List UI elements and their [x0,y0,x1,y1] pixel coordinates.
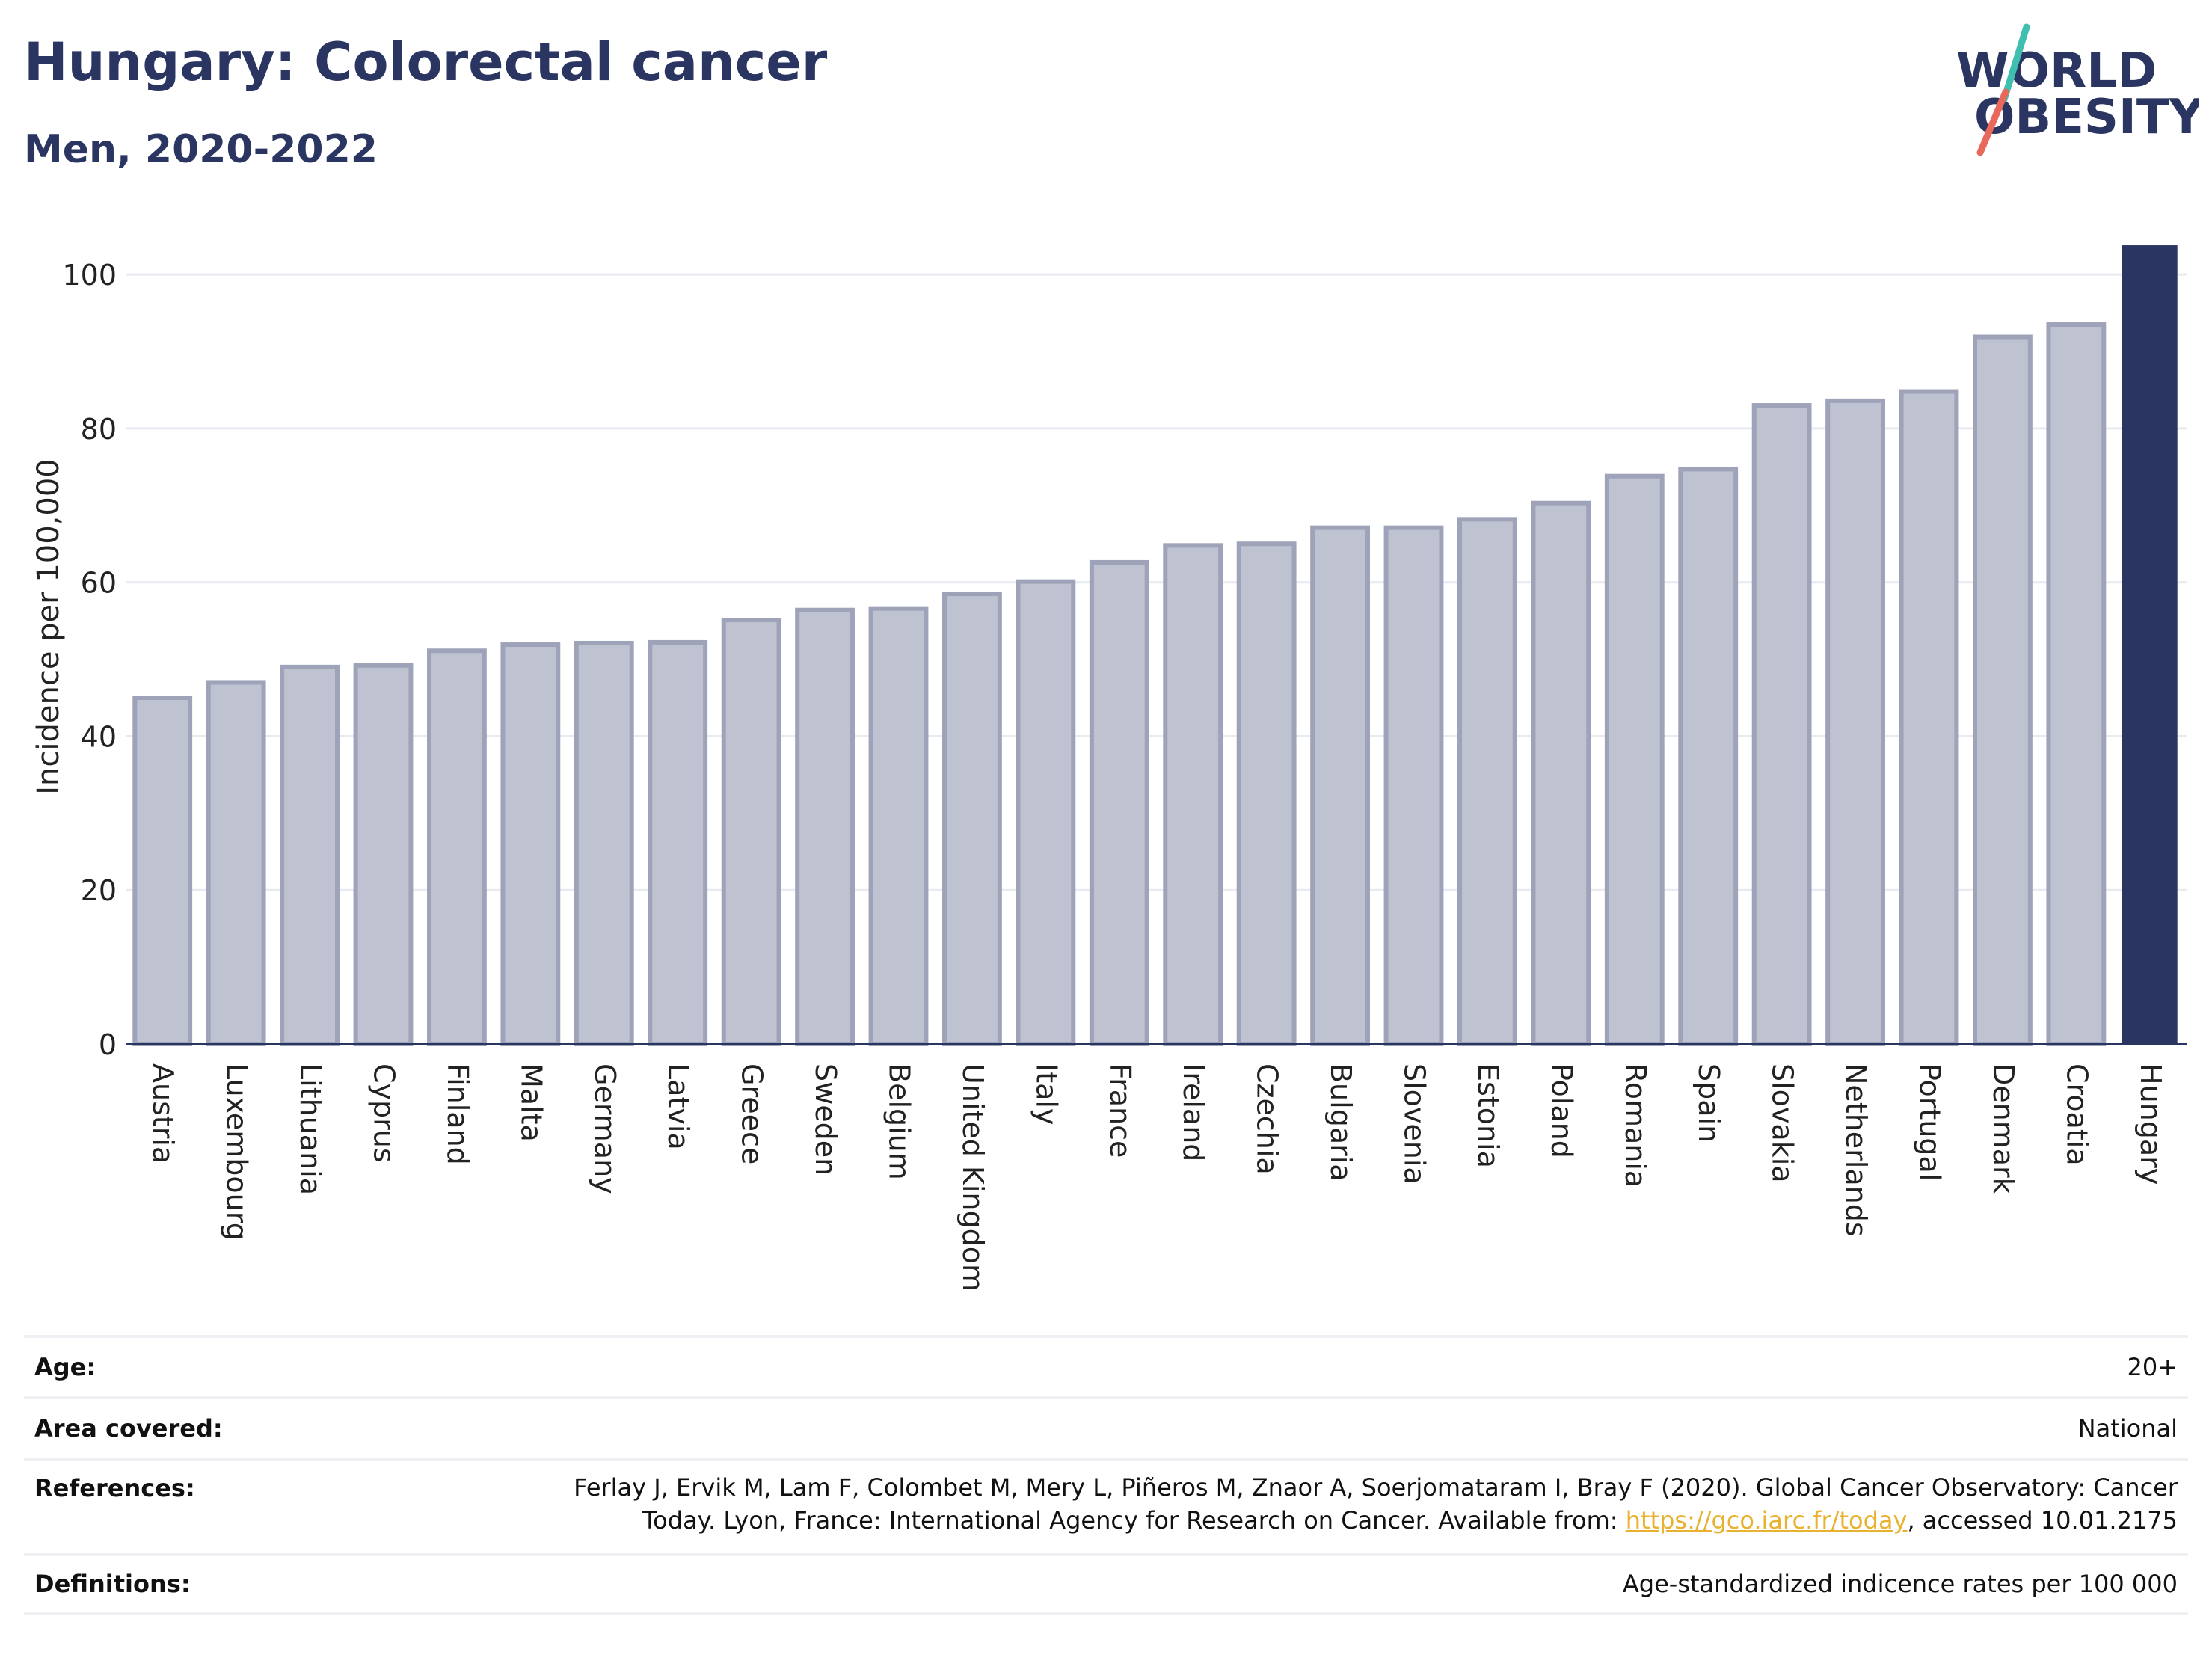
references-link[interactable]: https://gco.iarc.fr/today [1625,1506,1908,1535]
bar-bulgaria [1310,525,1370,1046]
world-obesity-logo: WORLD OBESITY [1956,23,2199,156]
bar-sweden [795,607,855,1046]
bar-hungary [2122,245,2178,1045]
x-tick-label: France [1104,1063,1137,1158]
age-label: Age: [34,1353,96,1381]
x-tick-label: Poland [1545,1063,1578,1158]
references-label: References: [34,1474,195,1502]
x-tick-label: Greece [736,1063,769,1164]
bar-croatia [2046,322,2107,1046]
bar-latvia [648,639,708,1046]
x-tick-label: Netherlands [1840,1063,1872,1237]
bar-germany [574,640,634,1046]
y-tick-label: 100 [62,259,117,292]
x-tick-label: Belgium [883,1063,916,1180]
axes: 0 20 40 60 80 100 Austria Luxembourg Lithuania Cy… [62,259,2187,1292]
bar-romania [1604,473,1665,1046]
references-line2-pre: Today. Lyon, France: International Agenc… [642,1506,1626,1535]
y-tick-label: 80 [81,413,117,446]
bar-greece [721,618,781,1046]
y-tick-label: 40 [81,720,117,753]
definitions-value: Age-standardized indicence rates per 100… [1622,1570,2178,1598]
references-line1: Ferlay J, Ervik M, Lam F, Colombet M, Me… [574,1473,2178,1502]
chart-subtitle: Men, 2020-2022 [24,127,378,172]
bar-portugal [1899,389,1959,1046]
x-tick-label: Cyprus [368,1063,401,1163]
logo-slash-teal [2000,23,2030,103]
bar-poland [1531,500,1591,1046]
info-row-area: Area covered: National [24,1396,2188,1458]
logo-slash-red [1976,88,2009,156]
x-tick-label: United Kingdom [956,1063,989,1292]
y-tick-label: 20 [81,874,117,907]
definitions-label: Definitions: [34,1570,191,1598]
references-value: Ferlay J, Ervik M, Lam F, Colombet M, Me… [574,1471,2188,1537]
bar-italy [1016,579,1076,1046]
x-tick-label: Malta [514,1063,547,1142]
x-tick-label: Bulgaria [1324,1063,1357,1182]
x-tick-label: Slovenia [1398,1063,1431,1185]
x-tick-label: Estonia [1472,1063,1505,1168]
bar-slovakia [1751,403,1812,1046]
x-tick-label: Slovakia [1766,1063,1799,1183]
x-tick-label: Lithuania [294,1063,327,1195]
bar-austria [132,696,193,1046]
bar-malta [500,642,561,1046]
x-tick-label: Finland [441,1063,474,1165]
x-tick-label: Sweden [809,1063,842,1176]
chart-title: Hungary: Colorectal cancer [24,31,828,93]
x-tick-label: Latvia [662,1063,695,1150]
y-tick-label: 60 [81,567,117,600]
x-tick-label: Austria [147,1063,179,1164]
info-row-references: References: Ferlay J, Ervik M, Lam F, Co… [24,1458,2188,1553]
area-label: Area covered: [34,1414,223,1443]
x-tick-label: Hungary [2134,1063,2167,1185]
info-row-definitions: Definitions: Age-standardized indicence … [24,1553,2188,1615]
bar-czechia [1236,541,1297,1046]
references-line2-post: , accessed 10.01.2175 [1907,1506,2178,1535]
bar-chart: 0 20 40 60 80 100 Austria Luxembourg Lithuania Cy… [31,245,2187,1292]
bar-lithuania [280,664,340,1046]
area-value: National [2077,1414,2178,1443]
y-tick-label: 0 [99,1028,117,1061]
x-tick-label: Denmark [1987,1063,2020,1194]
x-tick-label: Italy [1030,1063,1063,1125]
bar-denmark [1973,334,2033,1047]
bar-belgium [868,606,929,1046]
bar-france [1089,559,1149,1046]
y-axis-label: Incidence per 100,000 [31,458,66,795]
x-tick-label: Germany [589,1063,621,1194]
bar-finland [427,648,487,1046]
x-tick-label: Croatia [2060,1063,2093,1166]
logo-word-world: WORLD [1956,43,2157,99]
age-value: 20+ [2127,1353,2178,1381]
bar-united-kingdom [942,592,1002,1046]
x-tick-label: Romania [1619,1063,1652,1188]
bar-ireland [1163,543,1223,1046]
logo-word-obesity: OBESITY [1974,90,2199,145]
x-tick-label: Portugal [1914,1063,1947,1181]
info-row-age: Age: 20+ [24,1335,2188,1396]
x-tick-label: Spain [1692,1063,1725,1143]
info-table: Age: 20+ Area covered: National Referenc… [24,1335,2188,1615]
x-tick-label: Ireland [1177,1063,1210,1161]
bar-estonia [1457,517,1517,1046]
bars [132,245,2178,1047]
bar-spain [1678,467,1739,1046]
x-tick-label: Czechia [1251,1063,1284,1175]
bar-netherlands [1825,398,1885,1046]
bar-slovenia [1383,525,1444,1046]
bar-cyprus [353,663,414,1046]
bar-luxembourg [206,680,266,1046]
x-tick-label: Luxembourg [221,1063,254,1241]
